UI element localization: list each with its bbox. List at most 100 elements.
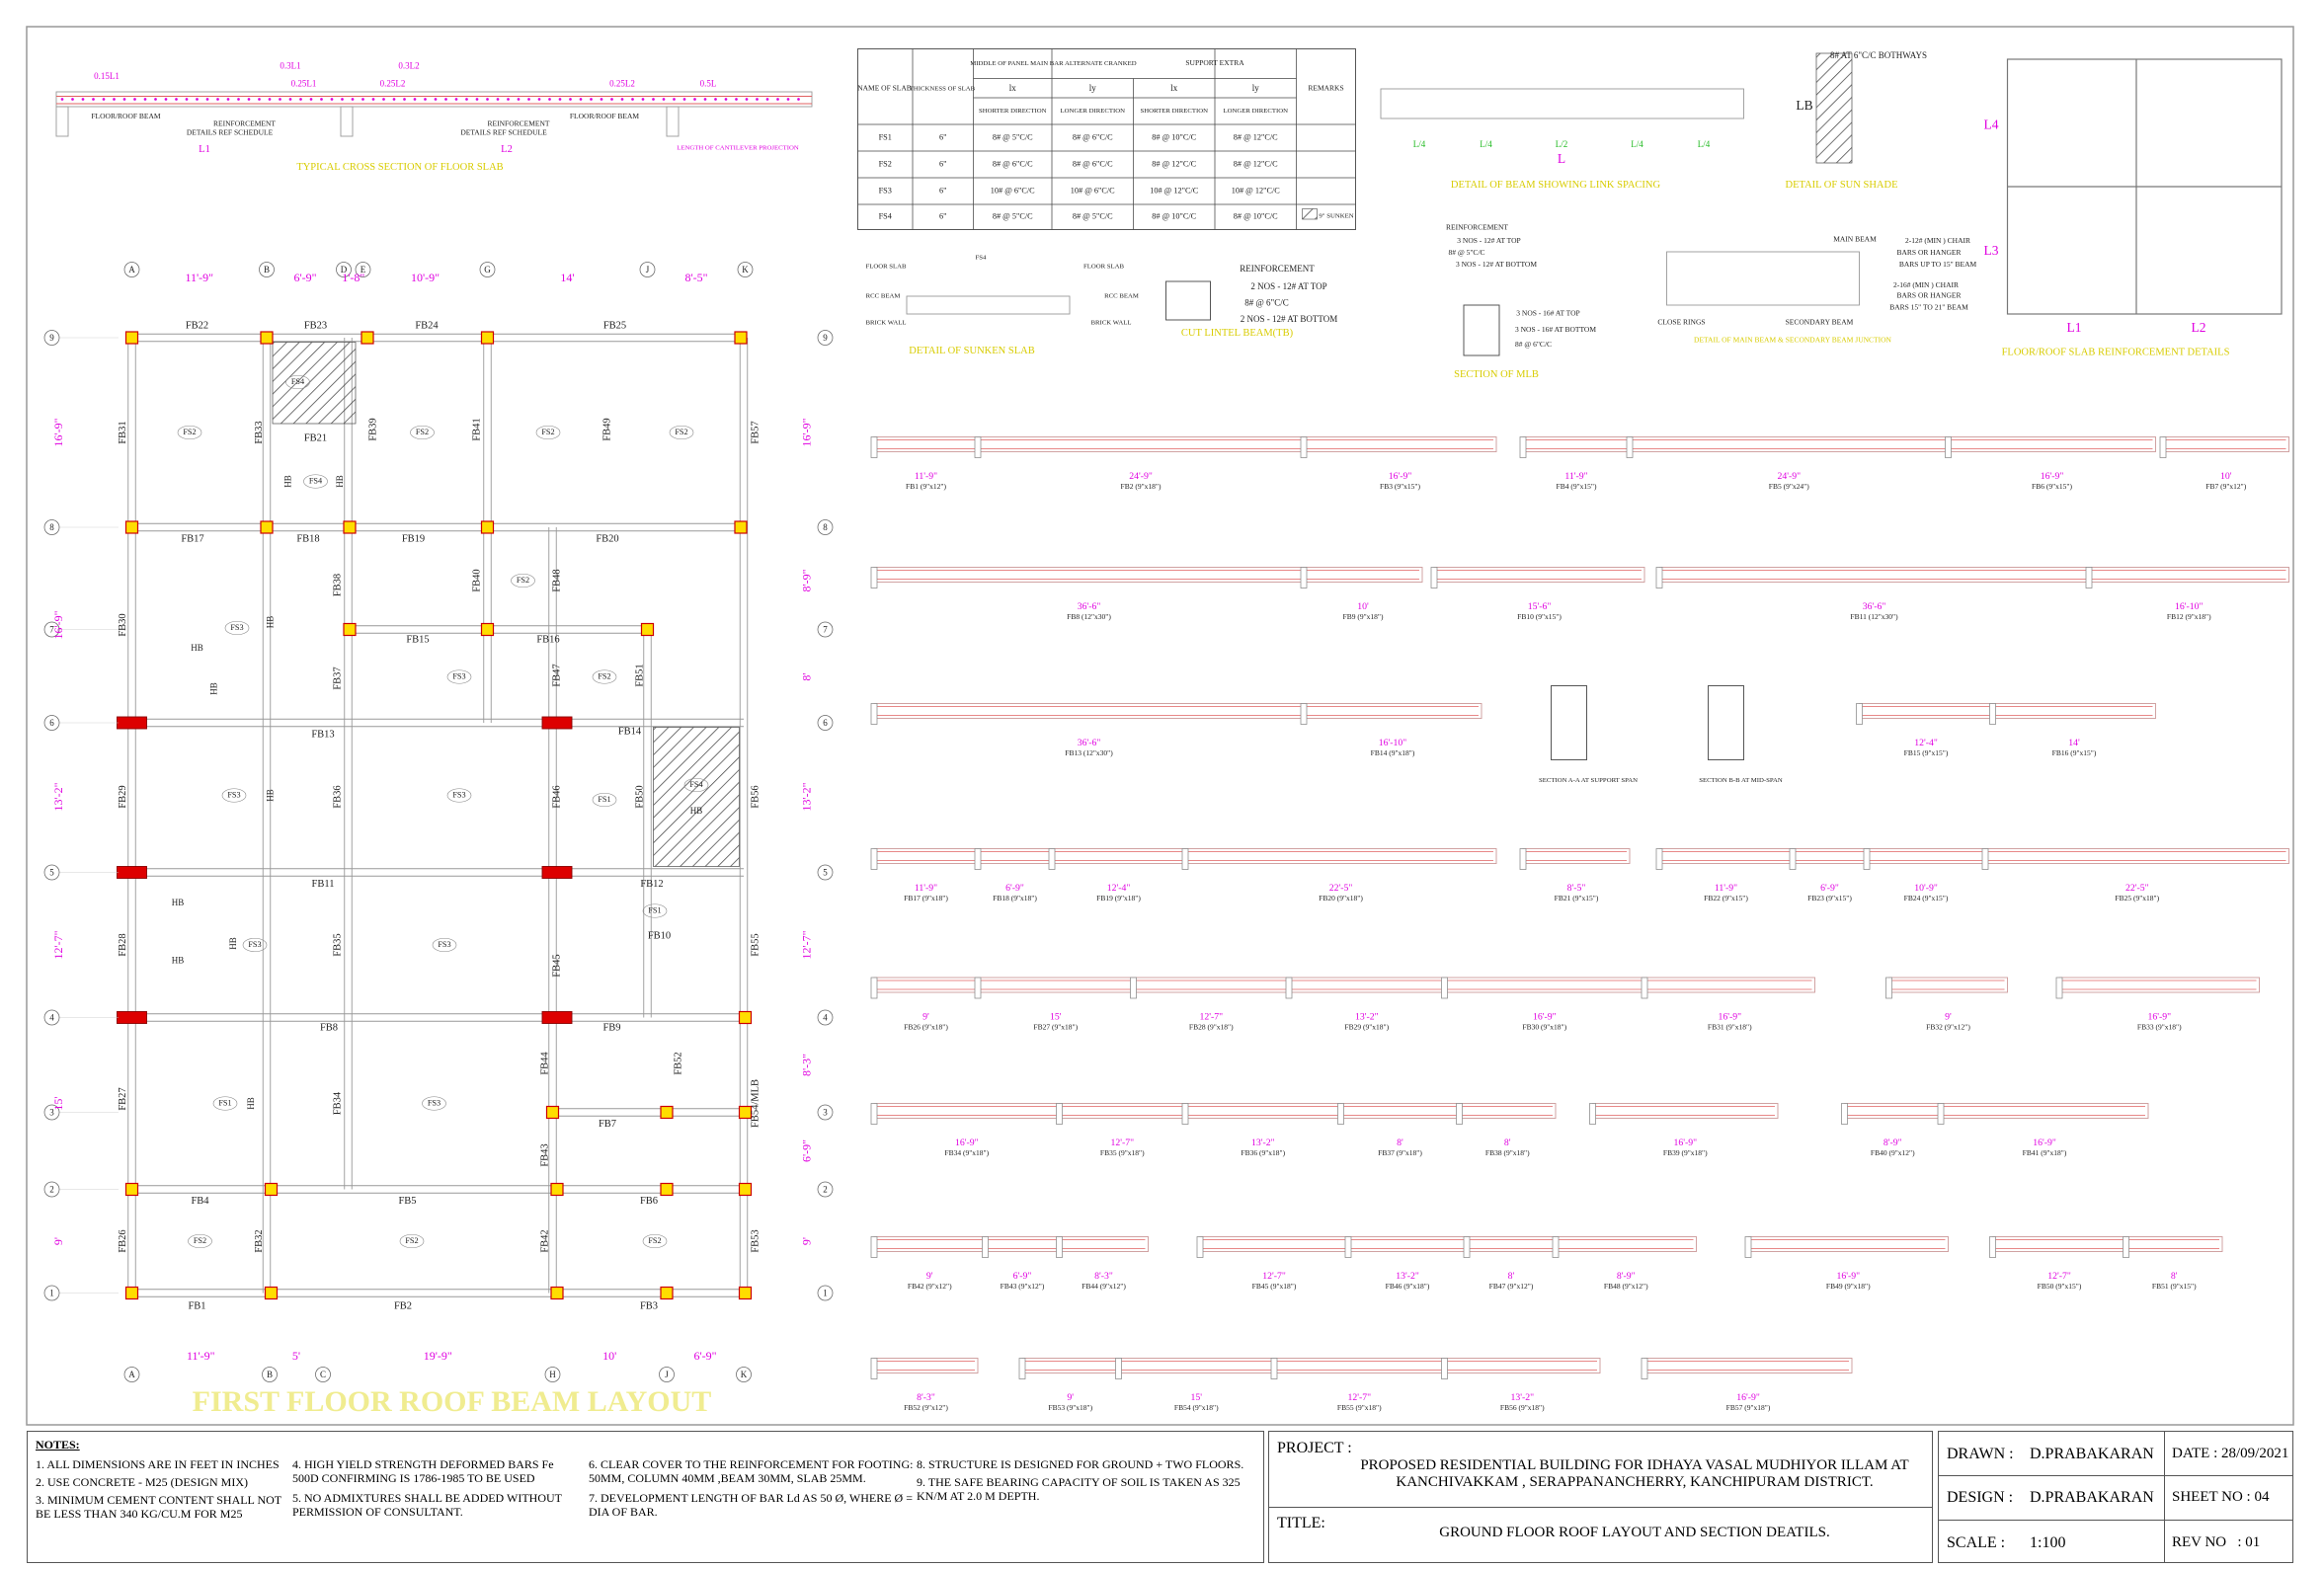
beam-name: FB50 (9"x15") <box>2038 1282 2082 1291</box>
detail-text: L1 <box>2067 320 2082 335</box>
grid-bubble <box>479 262 496 277</box>
beam-label: FB35 <box>332 933 343 956</box>
detail-text: 3 NOS - 12# AT BOTTOM <box>1456 260 1537 269</box>
detail-text: RCC BEAM <box>1104 293 1139 300</box>
column <box>124 520 139 534</box>
column <box>343 520 357 534</box>
beam-length: 11'-9" <box>1715 883 1737 894</box>
beam-length: 12'-7" <box>2047 1271 2071 1282</box>
detail-text: BRICK WALL <box>1091 320 1132 327</box>
beam-length: 12'-7" <box>1262 1271 1286 1282</box>
rebar-dot <box>600 98 603 101</box>
table-cell: 8# @ 6"C/C <box>1073 159 1113 168</box>
detail-text: 3 NOS - 16# AT TOP <box>1516 309 1579 318</box>
layout-title: FIRST FLOOR ROOF BEAM LAYOUT <box>193 1385 712 1418</box>
slab-label: FS3 <box>428 1098 441 1107</box>
detail-text: FLOOR SLAB <box>1083 264 1125 271</box>
detail-text: L1 <box>199 144 210 155</box>
beam-name: FB30 (9"x18") <box>1522 1023 1566 1032</box>
beam-label: FB52 <box>673 1052 683 1074</box>
slab-label: FS3 <box>452 790 465 799</box>
beam-name: FB44 (9"x12") <box>1082 1282 1126 1291</box>
rebar-dot <box>517 98 521 101</box>
beam-elevation <box>1747 1236 1949 1252</box>
beam-name: FB23 (9"x15") <box>1807 894 1852 902</box>
slab-label: FS3 <box>452 671 465 680</box>
support <box>1181 1103 1189 1125</box>
info-box: DRAWN : D.PRABAKARAN DESIGN : D.PRABAKAR… <box>1938 1431 2293 1563</box>
rebar-dot <box>247 98 251 101</box>
grid-row-label: 3 <box>823 1107 828 1117</box>
grid-bubble <box>817 1181 834 1198</box>
beam-name: FB40 (9"x12") <box>1871 1148 1915 1157</box>
beam-name: FB37 (9"x18") <box>1378 1148 1422 1157</box>
beam-elevation <box>873 567 1305 583</box>
detail-text: BARS UP TO 15" BEAM <box>1899 260 1977 269</box>
beam-elevation <box>1888 977 2008 993</box>
beam-elevation <box>1444 1358 1601 1373</box>
beam-elevation <box>1984 848 2289 864</box>
beam-name: FB33 (9"x18") <box>2137 1023 2182 1032</box>
detail-text: L/2 <box>1556 139 1568 149</box>
dimension: 1'-8" <box>342 271 364 284</box>
detail-text: SECONDARY BEAM <box>1786 318 1854 327</box>
beam-label: FB20 <box>596 533 618 544</box>
beam-elevation <box>1859 703 1993 719</box>
beam-length: 24'-9" <box>1777 471 1801 482</box>
dimension: 10' <box>602 1349 616 1363</box>
detail-text: TYPICAL CROSS SECTION OF FLOOR SLAB <box>296 162 503 173</box>
beam-length: 8' <box>1504 1138 1511 1148</box>
grid-bubble <box>123 262 140 277</box>
detail-text: 2 NOS - 12# AT BOTTOM <box>1241 314 1337 324</box>
support <box>870 567 878 588</box>
beam-length: 15'-6" <box>1528 601 1552 612</box>
beam-label: FB37 <box>332 667 343 689</box>
beam-elevation <box>1184 1103 1341 1119</box>
beam-name: FB52 (9"x12") <box>904 1403 948 1412</box>
section-bb <box>1708 685 1744 760</box>
title-label: TITLE: <box>1277 1515 1325 1531</box>
beam-label: FB39 <box>367 418 378 440</box>
beam-elevation <box>1184 848 1497 864</box>
detail-text: L3 <box>1984 243 1999 258</box>
beam-length: 24'-9" <box>1129 471 1153 482</box>
beam-label: FB56 <box>750 785 761 808</box>
project-box: PROJECT : PROPOSED RESIDENTIAL BUILDING … <box>1268 1431 1933 1563</box>
support <box>870 1358 878 1379</box>
beam-label: FB50 <box>634 785 645 808</box>
grid-row-label: 8 <box>49 522 54 532</box>
column <box>480 331 495 345</box>
support <box>870 1236 878 1258</box>
beam-length: 22'-5" <box>2125 883 2149 894</box>
dimension: 8' <box>799 672 813 680</box>
support <box>1552 1236 1560 1258</box>
grid-bubble <box>336 262 352 277</box>
beam-elevation <box>1522 848 1631 864</box>
beam-elevation <box>873 977 979 993</box>
rebar-dot <box>92 98 95 101</box>
slab-tag <box>535 425 561 440</box>
dimension: 6'-9" <box>293 271 316 284</box>
table-cell: 10# @ 12"C/C <box>1232 186 1281 195</box>
beam-section <box>666 106 680 137</box>
sheet-content: 9 9 8 8 7 7 6 6 5 5 4 4 3 3 2 2 1 1 A B D E G J K A B C H J K 11'-9" 6'-… <box>26 26 2294 1426</box>
grid-col-label: B <box>264 265 270 275</box>
detail-text: FS4 <box>976 255 988 262</box>
rebar-dot <box>735 98 738 101</box>
detail-text: L/4 <box>1413 139 1426 149</box>
beam-elevation <box>1433 567 1645 583</box>
dimension: 8'-5" <box>684 271 707 284</box>
slab-label: FS4 <box>689 780 702 789</box>
table-subheader: lx <box>1009 83 1017 93</box>
grid-bubble <box>43 330 60 346</box>
beam-label: FB55 <box>750 933 761 956</box>
beam-label: FB9 <box>602 1022 620 1033</box>
slab-label: FS2 <box>416 428 429 436</box>
rebar-dot <box>226 98 230 101</box>
hidden-beam-label: HB <box>266 616 276 629</box>
beam-name: FB3 (9"x15") <box>1380 482 1420 491</box>
support <box>1863 848 1871 870</box>
grid-row-label: 4 <box>823 1012 828 1022</box>
rebar-dot <box>113 98 116 101</box>
notes-box: NOTES: 1. ALL DIMENSIONS ARE IN FEET IN … <box>27 1431 1264 1563</box>
